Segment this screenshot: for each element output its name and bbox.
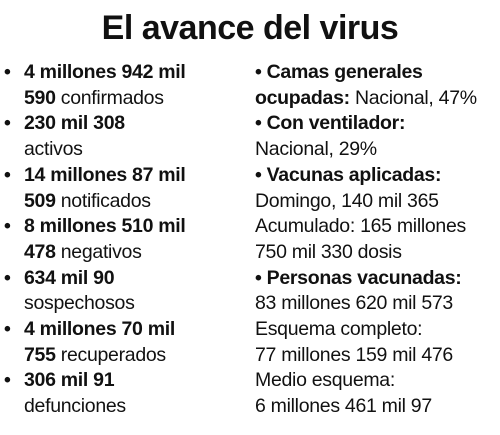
stat-recuperados: • 4 millones 70 mil 755 recuperados: [4, 317, 250, 368]
stat-value-line: 634 mil 90: [24, 266, 115, 289]
section-value: Acumulado: 165 millones: [255, 215, 466, 238]
section-value: Domingo, 140 mil 365: [255, 189, 439, 212]
stat-value-tail: 509: [24, 189, 56, 212]
stat-label: negativos: [55, 240, 142, 263]
bullet-icon: •: [4, 61, 11, 83]
left-column: • 4 millones 942 mil 590 confirmados • 2…: [4, 60, 250, 420]
bullet-icon: •: [4, 112, 11, 135]
bullet-icon: •: [4, 266, 11, 289]
section-value: Medio esquema:: [255, 369, 395, 392]
section-value: 750 mil 330 dosis: [255, 240, 402, 263]
section-heading: • Con ventilador:: [255, 112, 406, 135]
stat-value-line: 4 millones 942 mil: [24, 61, 186, 83]
stat-label: confirmados: [55, 86, 164, 109]
stat-label: defunciones: [24, 395, 126, 418]
stat-value-line: 306 mil 91: [24, 369, 115, 392]
stat-sospechosos: • 634 mil 90 sospechosos: [4, 266, 250, 317]
bullet-icon: •: [4, 163, 11, 186]
stat-personas: • Personas vacunadas: 83 millones 620 mi…: [255, 266, 500, 420]
section-value: 83 millones 620 mil 573: [255, 292, 453, 315]
section-value: Nacional, 47%: [349, 86, 477, 109]
right-column: • Camas generales ocupadas: Nacional, 47…: [255, 60, 500, 420]
stat-value-tail: 755: [24, 343, 56, 366]
stat-notificados: • 14 millones 87 mil 509 notificados: [4, 163, 250, 214]
stat-value-tail: 478: [24, 240, 56, 263]
section-value: 6 millones 461 mil 97: [255, 395, 432, 418]
stat-defunciones: • 306 mil 91 defunciones: [4, 368, 250, 419]
stat-value-line: 4 millones 70 mil: [24, 318, 175, 341]
section-value: Esquema completo:: [255, 318, 423, 341]
section-value: Nacional, 29%: [255, 138, 377, 161]
stat-value-line: 8 millones 510 mil: [24, 215, 186, 238]
stat-camas: • Camas generales ocupadas: Nacional, 47…: [255, 60, 500, 111]
stat-label: sospechosos: [24, 292, 135, 315]
bullet-icon: •: [4, 318, 11, 341]
stat-value-tail: 590: [24, 86, 56, 109]
stat-label: activos: [24, 138, 83, 161]
section-heading: • Personas vacunadas:: [255, 266, 462, 289]
page-title: El avance del virus: [101, 9, 399, 47]
stat-value-line: 14 millones 87 mil: [24, 163, 186, 186]
section-value: 77 millones 159 mil 476: [255, 343, 453, 366]
stat-confirmados: • 4 millones 942 mil 590 confirmados: [4, 60, 250, 111]
stat-ventilador: • Con ventilador: Nacional, 29%: [255, 111, 500, 162]
bullet-icon: •: [4, 369, 11, 392]
stat-activos: • 230 mil 308 activos: [4, 111, 250, 162]
section-heading: • Vacunas aplicadas:: [255, 163, 442, 186]
stat-label: notificados: [55, 189, 151, 212]
stat-value-line: 230 mil 308: [24, 112, 125, 135]
section-heading: • Camas generales: [255, 61, 423, 83]
stat-vacunas: • Vacunas aplicadas: Domingo, 140 mil 36…: [255, 163, 500, 266]
bullet-icon: •: [4, 215, 11, 238]
stat-negativos: • 8 millones 510 mil 478 negativos: [4, 214, 250, 265]
stat-label: recuperados: [55, 343, 166, 366]
section-heading-tail: ocupadas:: [255, 86, 350, 109]
